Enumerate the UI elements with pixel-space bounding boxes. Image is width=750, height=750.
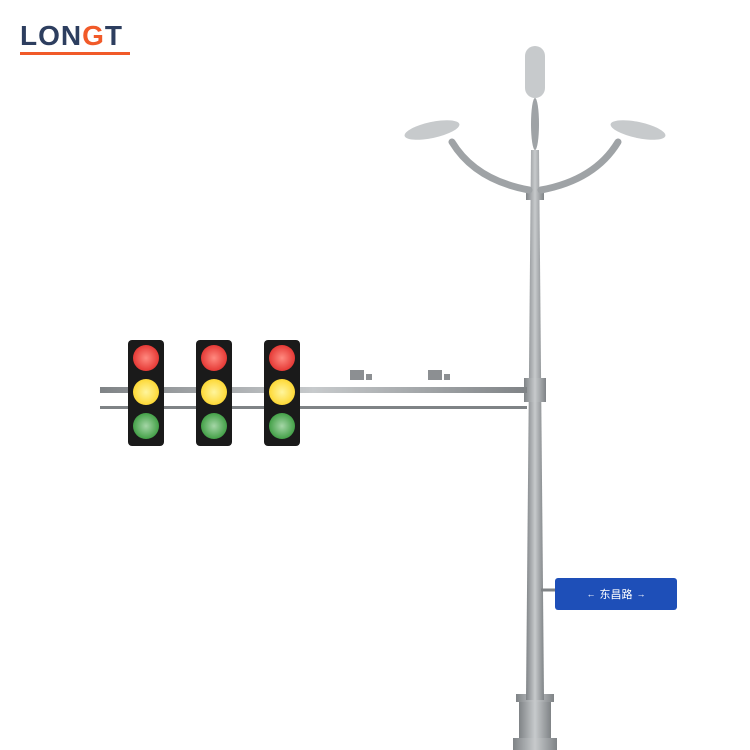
street-sign-text: 东昌路 (600, 586, 633, 602)
top-lamp (525, 46, 545, 150)
sensors (350, 370, 450, 380)
traffic-arm (100, 387, 527, 393)
street-sign-arrow-right: → (637, 589, 646, 599)
street-sign-arrow-left: ← (587, 589, 596, 599)
arm-collar (524, 378, 546, 402)
traffic-lights (128, 340, 300, 446)
lamp-arm-right (541, 142, 618, 190)
lamp-arm-left (452, 142, 529, 190)
product-illustration (0, 0, 750, 750)
street-sign: ← 东昌路 → (555, 578, 677, 610)
traffic-arm-support (100, 406, 527, 409)
main-pole (526, 150, 544, 700)
pole-base (513, 694, 557, 750)
